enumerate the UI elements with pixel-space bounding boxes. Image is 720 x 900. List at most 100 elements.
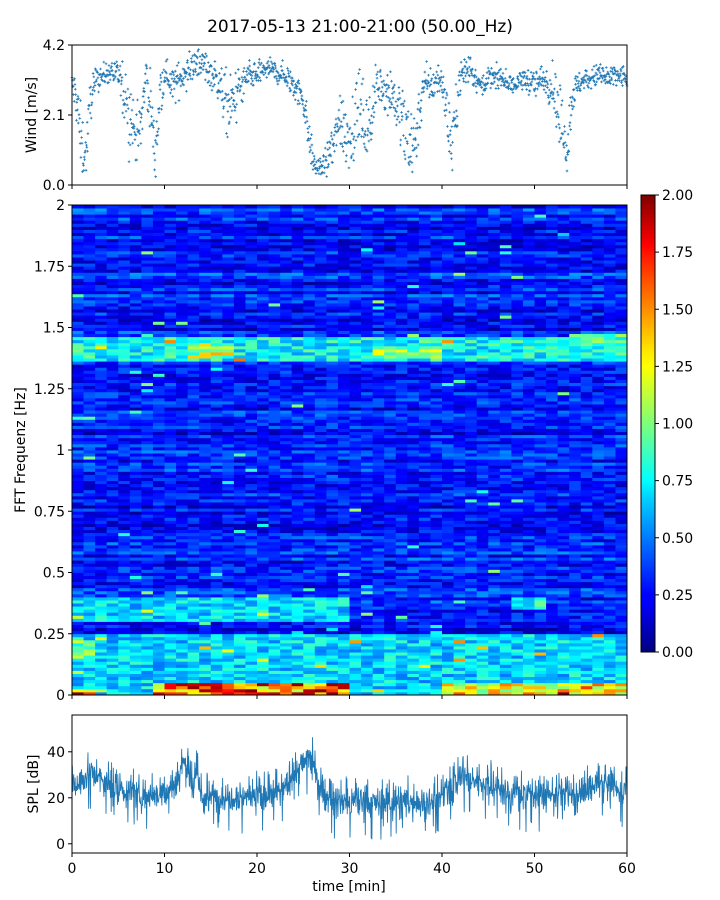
wind-point — [221, 115, 225, 119]
spectrogram-cell — [442, 584, 454, 589]
spectrogram-cell — [384, 655, 397, 659]
spectrogram-cell — [580, 612, 593, 616]
spectrogram-cell — [152, 572, 165, 576]
spectrogram-cell — [557, 554, 570, 558]
spectrogram-cell — [384, 581, 397, 586]
spectrogram-cell — [129, 520, 142, 524]
spectrogram-cell — [222, 590, 235, 595]
spectrogram-cell — [522, 511, 535, 515]
wind-point — [395, 123, 398, 127]
spectrogram-cell — [83, 517, 96, 521]
spectrogram-cell — [534, 480, 547, 485]
spectrogram-cell — [164, 597, 177, 601]
spectrogram-cell — [233, 575, 246, 580]
spectrogram-cell — [106, 600, 119, 604]
spectrogram-cell — [603, 688, 616, 693]
wind-point — [212, 76, 216, 79]
spectrogram-cell — [453, 655, 466, 659]
spectrogram-cell — [557, 489, 570, 494]
spectrogram-cell — [72, 575, 84, 580]
spectrogram-cell — [210, 593, 223, 598]
spectrogram-cell — [511, 670, 524, 674]
spectrogram-cell — [615, 685, 628, 690]
spectrogram-cell — [141, 471, 154, 475]
wind-point — [447, 101, 451, 105]
spectrogram-cell — [361, 551, 374, 555]
spectrogram-cell — [291, 600, 304, 604]
spectrogram-cell — [210, 480, 223, 485]
wind-point — [540, 65, 543, 68]
wind-point — [313, 163, 317, 166]
wind-point — [612, 83, 615, 86]
spectrogram-cell — [430, 597, 443, 601]
spectrogram-cell — [222, 587, 235, 592]
spectrogram-cell — [95, 495, 108, 500]
spectrogram-cell — [442, 649, 454, 653]
wind-scatter-series — [70, 48, 629, 178]
spectrogram-cell — [546, 646, 559, 650]
wind-point — [544, 91, 548, 94]
spectrogram-cell — [303, 511, 316, 515]
wind-point — [103, 80, 107, 84]
wind-point — [301, 102, 304, 106]
spectrogram-cell — [407, 581, 420, 586]
wind-point — [432, 94, 436, 98]
spectrogram-cell — [557, 661, 570, 665]
wind-point — [386, 96, 390, 99]
spectrogram-cell — [187, 676, 200, 681]
spectrogram-cell — [187, 658, 200, 662]
spectrogram-cell — [580, 630, 593, 635]
spectrogram-cell — [557, 676, 570, 681]
spectrogram-cell — [233, 563, 246, 567]
spectrogram-cell — [557, 624, 570, 629]
spectrogram-cell — [245, 563, 258, 567]
spectrogram-cell — [176, 587, 189, 592]
spectrogram-cell — [430, 563, 443, 567]
spectrogram-cell — [534, 502, 547, 506]
spectrogram-cell — [106, 544, 119, 549]
spectrogram-cell — [303, 471, 316, 475]
spectrogram-cell — [534, 514, 547, 518]
spectrogram-cell — [257, 584, 269, 589]
spectrogram-cell — [291, 511, 304, 515]
spectrogram-cell — [280, 664, 293, 668]
spectrogram-cell — [453, 495, 466, 500]
spectrogram-cell — [337, 655, 350, 659]
spectrogram-cell — [314, 523, 327, 527]
spectrogram-cell — [361, 557, 374, 561]
spectrogram-cell — [83, 489, 96, 494]
wind-point — [604, 66, 608, 69]
spectrogram-cell — [106, 633, 119, 638]
spectrogram-cell — [141, 612, 154, 616]
spectrogram-cell — [569, 532, 582, 537]
spectrogram-cell — [141, 563, 154, 567]
spectrogram-cell — [476, 685, 489, 690]
spectrogram-cell — [349, 544, 362, 549]
spectrogram-cell — [407, 670, 420, 674]
spectrogram-cell — [546, 541, 559, 546]
spectrogram-cell — [187, 618, 200, 622]
spectrogram-cell — [615, 676, 628, 681]
spectrogram-cell — [603, 548, 616, 552]
spectrogram-cell — [384, 474, 397, 478]
spectrogram-cell — [522, 587, 535, 592]
spectrogram-cell — [141, 584, 154, 589]
wind-point — [442, 75, 445, 79]
spectrogram-cell — [603, 535, 616, 540]
spectrogram-cell — [141, 495, 154, 500]
spectrogram-cell — [95, 505, 108, 509]
spectrogram-cell — [476, 560, 489, 564]
wind-point — [535, 71, 538, 75]
wind-point — [228, 120, 231, 124]
spectrogram-cell — [210, 471, 223, 475]
wind-point — [374, 101, 378, 104]
spectrogram-cell — [522, 499, 535, 503]
spectrogram-cell — [222, 502, 235, 506]
wind-ytick-label: 2.1 — [43, 108, 65, 124]
wind-point — [235, 102, 239, 106]
spectrogram-cell — [291, 688, 304, 693]
spectrogram-cell — [233, 526, 246, 531]
spectrogram-cell — [141, 688, 154, 693]
wind-point — [86, 107, 90, 111]
wind-point — [92, 75, 96, 79]
